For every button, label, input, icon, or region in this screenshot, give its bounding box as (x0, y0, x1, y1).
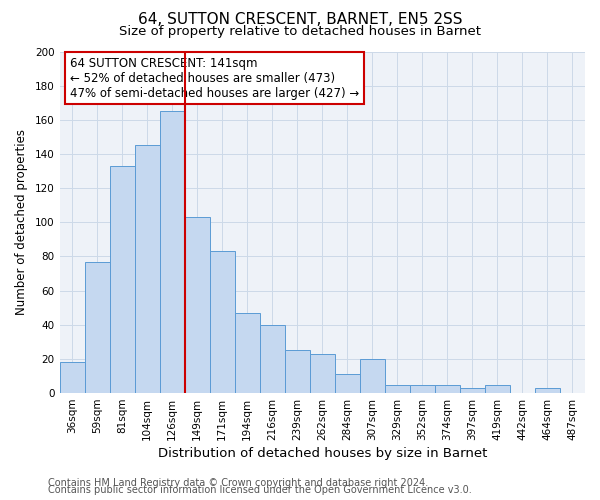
Bar (285, 350, 310, 393)
Bar (235, 313, 260, 393)
Bar (59, 362, 85, 393)
Bar (535, 388, 560, 393)
Bar (134, 146, 160, 393)
Bar (260, 325, 285, 393)
Bar (435, 384, 460, 393)
Text: Contains HM Land Registry data © Crown copyright and database right 2024.: Contains HM Land Registry data © Crown c… (48, 478, 428, 488)
Bar (110, 166, 134, 393)
Bar (85, 262, 110, 393)
Bar (185, 217, 209, 393)
Bar (335, 374, 360, 393)
Bar (410, 384, 435, 393)
Bar (360, 359, 385, 393)
Text: 64 SUTTON CRESCENT: 141sqm
← 52% of detached houses are smaller (473)
47% of sem: 64 SUTTON CRESCENT: 141sqm ← 52% of deta… (70, 56, 359, 100)
Text: Size of property relative to detached houses in Barnet: Size of property relative to detached ho… (119, 25, 481, 38)
Text: 64, SUTTON CRESCENT, BARNET, EN5 2SS: 64, SUTTON CRESCENT, BARNET, EN5 2SS (138, 12, 462, 28)
Text: Contains public sector information licensed under the Open Government Licence v3: Contains public sector information licen… (48, 485, 472, 495)
Bar (160, 112, 185, 393)
Bar (209, 252, 235, 393)
Bar (310, 354, 335, 393)
Y-axis label: Number of detached properties: Number of detached properties (15, 130, 28, 316)
Bar (485, 384, 510, 393)
X-axis label: Distribution of detached houses by size in Barnet: Distribution of detached houses by size … (158, 447, 487, 460)
Bar (385, 384, 410, 393)
Bar (460, 388, 485, 393)
